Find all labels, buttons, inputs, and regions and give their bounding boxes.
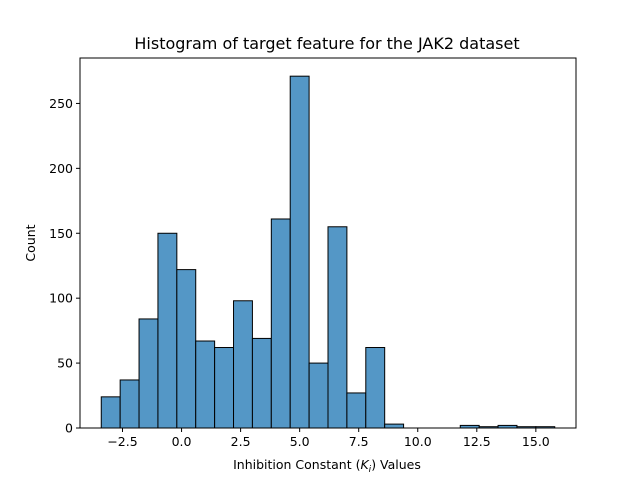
- x-tick-label: 15.0: [522, 434, 550, 449]
- histogram-bar: [308, 362, 329, 429]
- x-axis-label: Inhibition Constant (Ki) Values: [233, 457, 421, 475]
- histogram-bar: [100, 396, 121, 429]
- x-tick-label: 2.5: [231, 434, 251, 449]
- x-axis-label-prefix: Inhibition Constant (: [233, 457, 360, 472]
- histogram-bar: [157, 232, 178, 429]
- histogram-bar: [346, 392, 367, 429]
- histogram-bar: [214, 347, 235, 429]
- histogram-bar: [384, 423, 405, 429]
- histogram-bar: [195, 340, 216, 429]
- plot-frame: [79, 57, 577, 429]
- x-tick-label: 5.0: [290, 434, 310, 449]
- y-tick-label: 100: [49, 291, 73, 306]
- histogram-bar: [327, 226, 348, 429]
- histogram-bar: [119, 379, 140, 429]
- bars-group: [100, 75, 556, 429]
- x-tick-label: −2.5: [107, 434, 137, 449]
- y-tick-label: 150: [49, 226, 73, 241]
- y-axis-ticks: 0 50 100 150 200 250: [49, 96, 80, 436]
- chart-title: Histogram of target feature for the JAK2…: [134, 34, 519, 53]
- histogram-bar: [233, 300, 253, 429]
- histogram-bar: [270, 218, 291, 429]
- histogram-bar: [176, 269, 197, 429]
- x-axis-ticks: −2.5 0.0 2.5 5.0 7.5 10.0 12.5 15.0: [107, 428, 550, 449]
- histogram-bar: [365, 347, 386, 429]
- x-axis-label-subscript: i: [369, 465, 372, 475]
- y-tick-label: 250: [49, 96, 73, 111]
- y-tick-label: 50: [57, 356, 73, 371]
- y-tick-label: 0: [65, 421, 73, 436]
- x-tick-label: 12.5: [463, 434, 491, 449]
- x-axis-label-symbol: K: [360, 457, 370, 472]
- x-tick-label: 0.0: [172, 434, 192, 449]
- x-axis-label-suffix: ) Values: [371, 457, 421, 472]
- y-tick-label: 200: [49, 161, 73, 176]
- x-tick-label: 7.5: [349, 434, 369, 449]
- x-tick-label: 10.0: [404, 434, 432, 449]
- histogram-bar: [289, 75, 310, 429]
- histogram-bar: [251, 337, 272, 429]
- histogram-bar: [138, 318, 159, 429]
- y-axis-label: Count: [23, 224, 38, 261]
